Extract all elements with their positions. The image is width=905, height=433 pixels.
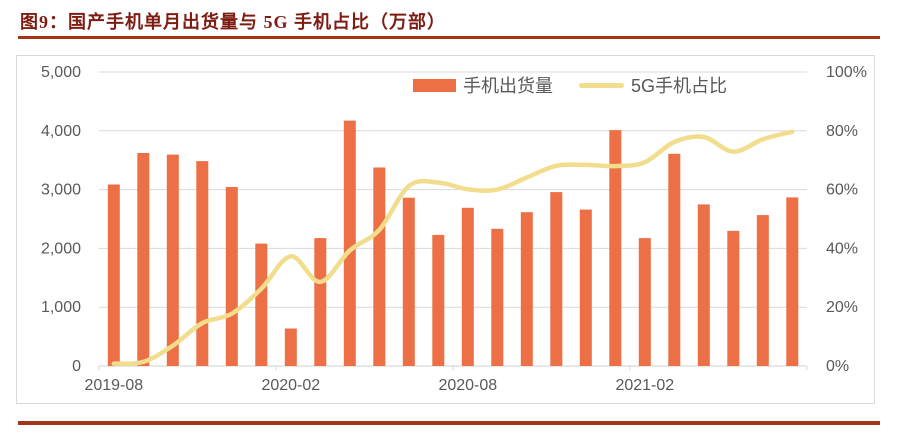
legend-bar-swatch-icon (413, 78, 456, 92)
shipments-bar (402, 197, 415, 366)
shipments-bar (107, 184, 120, 366)
shipments-bar (461, 207, 474, 366)
y-axis-label-right: 80% (826, 123, 858, 140)
shipments-bar (255, 243, 268, 366)
legend-item-5g-share: 5G手机占比 (579, 72, 727, 98)
x-axis-label: 2021-02 (615, 377, 674, 394)
shipments-bar (579, 209, 592, 366)
shipments-bar (137, 153, 150, 366)
shipments-bar (196, 161, 209, 366)
shipments-bar (756, 215, 769, 366)
shipments-bar (491, 228, 504, 366)
y-axis-label-left: 2,000 (41, 240, 81, 257)
y-axis-label-left: 1,000 (41, 299, 81, 316)
shipments-bar (373, 167, 386, 366)
y-axis-label-left: 0 (72, 358, 81, 375)
shipments-bar (727, 230, 740, 366)
shipments-bar (668, 153, 681, 366)
shipments-bar (520, 212, 533, 366)
shipments-bar (609, 130, 622, 366)
y-axis-label-right: 0% (826, 358, 849, 375)
y-axis-label-right: 60% (826, 182, 858, 199)
combo-chart-plot: 0 1,000 2,000 3,000 4,000 5,000 0% 20% 40% 60% 80%… (41, 64, 867, 394)
chart-container: 手机出货量 5G手机占比 0 1,000 2,000 3,000 4,000 5,000 0… (16, 55, 875, 404)
shipments-bar (432, 234, 445, 366)
legend-line-swatch-icon (579, 82, 624, 88)
shipments-bar (314, 238, 327, 366)
shipments-bar (697, 204, 710, 366)
title-divider-rule (18, 36, 880, 39)
y-axis-label-right: 100% (826, 64, 867, 81)
figure-title: 图9：国产手机单月出货量与 5G 手机占比（万部） (20, 12, 446, 32)
shipments-bar (343, 120, 356, 366)
shipments-bar (166, 154, 179, 366)
shipments-bar (284, 328, 297, 366)
y-axis-label-right: 40% (826, 240, 858, 257)
shipments-bar (550, 192, 563, 366)
bottom-divider-rule (18, 421, 880, 425)
shipments-bar (786, 197, 799, 366)
5g-share-line (111, 129, 795, 367)
y-axis-label-right: 20% (826, 299, 858, 316)
legend-item-shipments: 手机出货量 (413, 72, 553, 98)
legend-label-shipments: 手机出货量 (463, 76, 553, 96)
y-axis-label-left: 3,000 (41, 182, 81, 199)
x-axis-label: 2020-02 (261, 377, 320, 394)
x-axis-label: 2020-08 (438, 377, 497, 394)
x-axis-label: 2019-08 (84, 377, 143, 394)
y-axis-label-left: 4,000 (41, 123, 81, 140)
chart-legend: 手机出货量 5G手机占比 (413, 72, 727, 98)
y-axis-label-left: 5,000 (41, 64, 81, 81)
legend-label-5g-share: 5G手机占比 (631, 76, 728, 96)
shipments-bar (638, 238, 651, 366)
shipments-bar (225, 187, 238, 366)
